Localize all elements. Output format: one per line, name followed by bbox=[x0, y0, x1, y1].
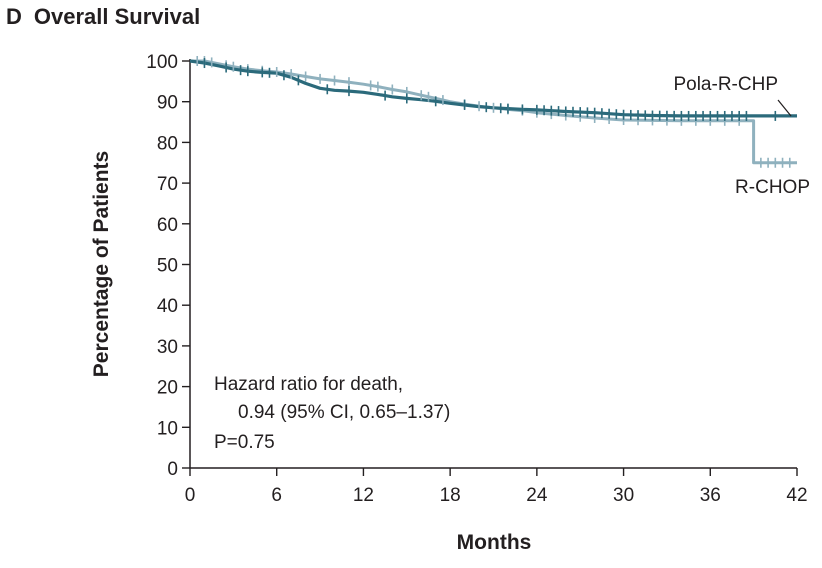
y-tick-label: 90 bbox=[157, 93, 178, 114]
y-tick-label: 0 bbox=[167, 459, 178, 480]
y-tick-label: 100 bbox=[146, 52, 178, 73]
x-tick-label: 0 bbox=[185, 485, 196, 506]
x-tick-label: 6 bbox=[271, 485, 282, 506]
y-axis-title: Percentage of Patients bbox=[90, 151, 113, 377]
x-tick-label: 42 bbox=[786, 485, 807, 506]
y-tick-label: 80 bbox=[157, 133, 178, 154]
y-tick-label: 50 bbox=[157, 256, 178, 277]
x-tick-label: 18 bbox=[440, 485, 461, 506]
series-label-r-chop: R-CHOP bbox=[735, 177, 810, 198]
y-tick-label: 10 bbox=[157, 418, 178, 439]
y-tick-label: 20 bbox=[157, 378, 178, 399]
hazard-ratio-label: Hazard ratio for death, bbox=[214, 374, 403, 395]
y-tick-label: 30 bbox=[157, 337, 178, 358]
y-tick-label: 40 bbox=[157, 296, 178, 317]
p-value: P=0.75 bbox=[214, 432, 275, 453]
axes: 0 10 20 30 40 50 60 70 80 90 100 0 6 12 18 24 30 36 42 bbox=[146, 52, 807, 506]
panel-title-text: Overall Survival bbox=[33, 4, 201, 29]
x-axis-title: Months bbox=[457, 531, 532, 554]
hazard-ratio-ci: 0.94 (95% CI, 0.65–1.37) bbox=[238, 402, 450, 423]
x-tick-label: 12 bbox=[353, 485, 374, 506]
x-tick-label: 24 bbox=[526, 485, 548, 506]
series-label-pola-r-chp: Pola-R-CHP bbox=[673, 74, 778, 95]
y-tick-label: 60 bbox=[157, 215, 178, 236]
x-tick-label: 36 bbox=[700, 485, 721, 506]
y-tick-label: 70 bbox=[157, 174, 178, 195]
censor-marks-layer bbox=[196, 56, 791, 168]
panel-title: D Overall Survival bbox=[6, 4, 200, 30]
pola-label-leader bbox=[777, 99, 792, 117]
panel-letter: D bbox=[6, 4, 22, 29]
x-tick-label: 30 bbox=[613, 485, 634, 506]
